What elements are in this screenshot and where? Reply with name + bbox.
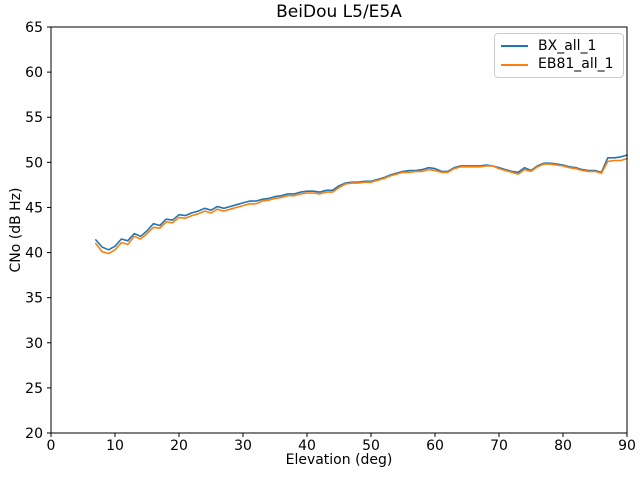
x-tick-label: 10 bbox=[106, 438, 124, 454]
y-tick-label: 60 bbox=[25, 65, 43, 81]
x-tick-label: 70 bbox=[490, 438, 508, 454]
series-line-BX_all_1 bbox=[95, 154, 628, 251]
legend: BX_all_1 EB81_all_1 bbox=[494, 33, 624, 78]
y-tick-label: 20 bbox=[25, 426, 43, 442]
x-tick-label: 40 bbox=[298, 438, 316, 454]
y-tick-label: 30 bbox=[25, 336, 43, 352]
y-tick-label: 50 bbox=[25, 155, 43, 171]
y-tick-label: 35 bbox=[25, 291, 43, 307]
legend-entry: BX_all_1 bbox=[501, 38, 615, 55]
x-tick-label: 80 bbox=[554, 438, 572, 454]
plot-frame bbox=[50, 26, 628, 434]
legend-label: EB81_all_1 bbox=[538, 56, 614, 73]
legend-label: BX_all_1 bbox=[538, 37, 597, 54]
y-tick-label: 25 bbox=[25, 381, 43, 397]
y-tick-label: 40 bbox=[25, 246, 43, 262]
y-tick-label: 55 bbox=[25, 110, 43, 126]
y-tick-label: 65 bbox=[25, 20, 43, 36]
x-axis-label: Elevation (deg) bbox=[285, 452, 393, 468]
x-tick-label: 60 bbox=[426, 438, 444, 454]
x-tick-label: 90 bbox=[618, 438, 636, 454]
series-line-EB81_all_1 bbox=[95, 157, 628, 255]
legend-entry: EB81_all_1 bbox=[501, 56, 615, 73]
x-tick-label: 20 bbox=[170, 438, 188, 454]
legend-line-sample-blue bbox=[501, 45, 528, 48]
x-tick-label: 0 bbox=[47, 438, 56, 454]
legend-line-sample-orange bbox=[501, 63, 528, 66]
y-tick-label: 45 bbox=[25, 200, 43, 216]
y-axis-label: CNo (dB Hz) bbox=[8, 187, 24, 273]
x-tick-label: 30 bbox=[234, 438, 252, 454]
x-tick-label: 50 bbox=[362, 438, 380, 454]
chart-title: BeiDou L5/E5A bbox=[276, 2, 402, 22]
